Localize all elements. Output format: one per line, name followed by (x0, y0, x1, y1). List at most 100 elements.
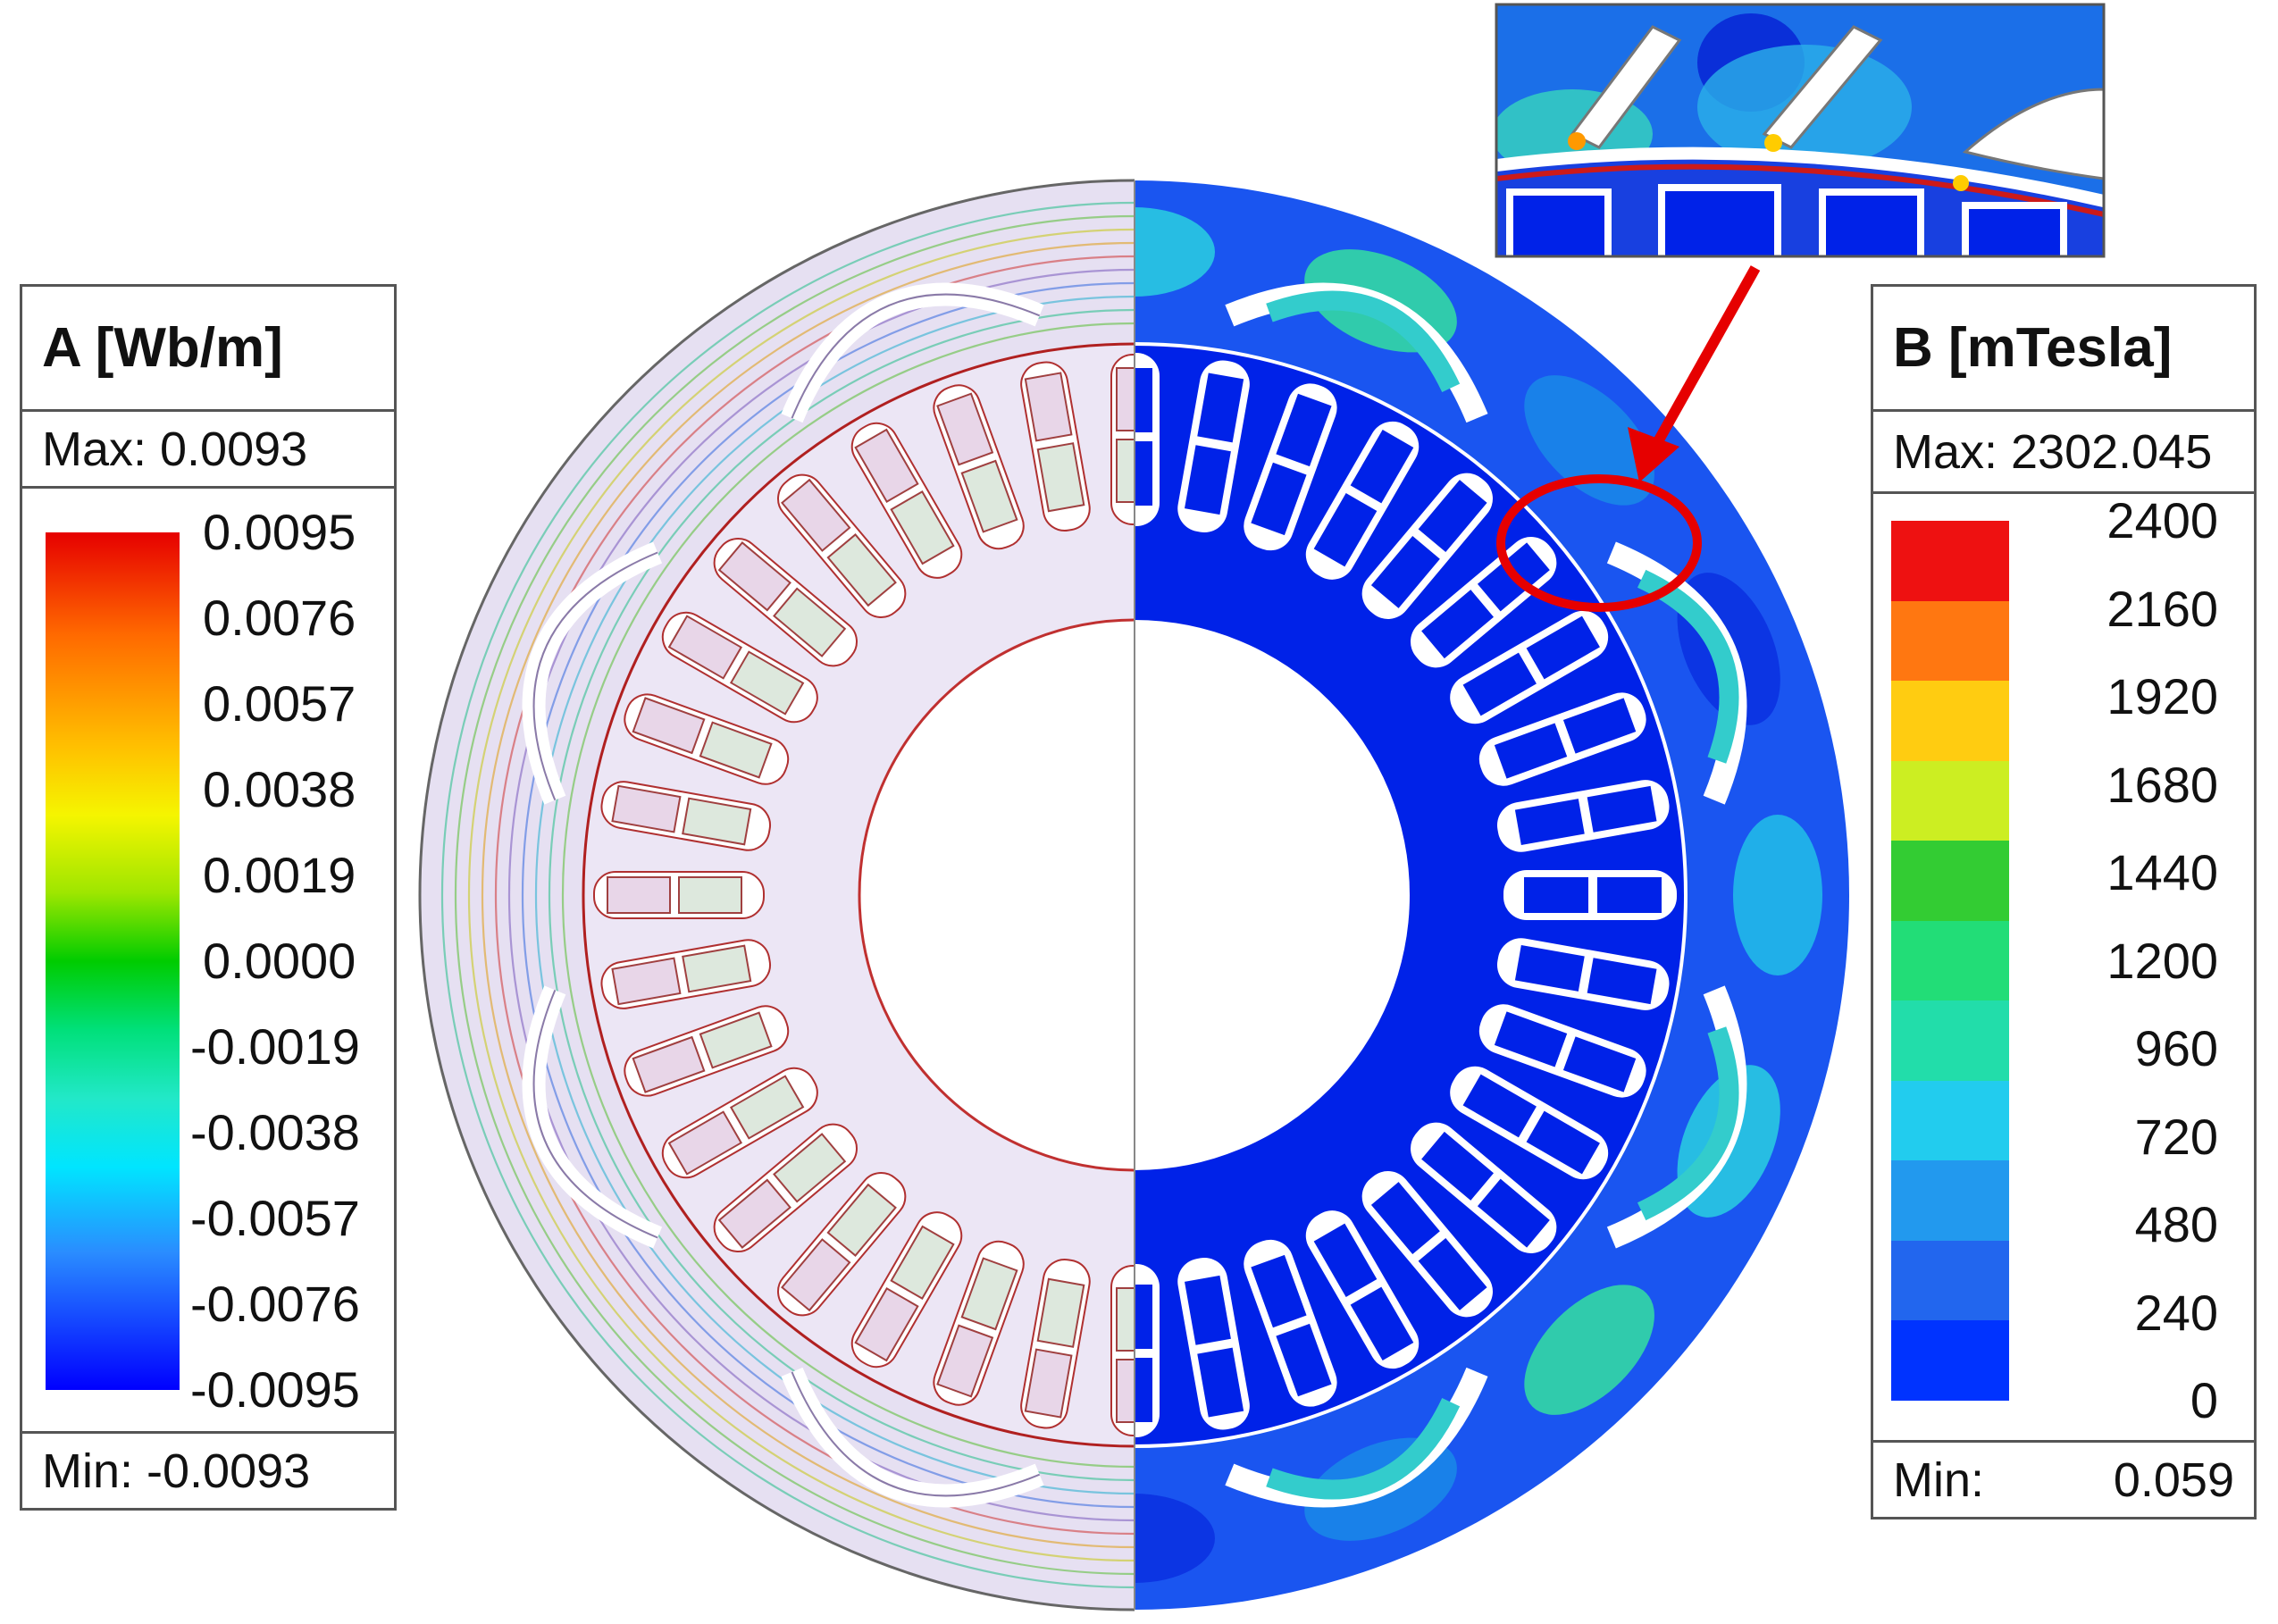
legend-min: Min: -0.0093 (22, 1431, 394, 1508)
rotor-slot (777, 1172, 907, 1317)
color-band (1891, 760, 2009, 841)
rotor-slot (1177, 1257, 1250, 1430)
field-patch (1135, 1494, 1215, 1583)
legend-tick: 240 (2134, 1284, 2218, 1341)
rotor-slot (1478, 1004, 1646, 1098)
rotor-slot (1496, 780, 1670, 852)
rotor-slot (593, 871, 765, 919)
legend-tick: 2400 (2106, 492, 2218, 548)
stator-winding (1606, 541, 1747, 805)
rotor-slot (850, 1211, 963, 1369)
rotor-slot (661, 1067, 818, 1179)
legend-max: Max: 2302.045 (1873, 412, 2254, 494)
legend-tick: 960 (2134, 1020, 2218, 1076)
rotor-slot (777, 473, 907, 618)
rotor-slot (850, 422, 963, 579)
legend-tick: 0.0076 (203, 590, 356, 646)
rotor-slot (1110, 1265, 1135, 1436)
zoom-inset (1495, 3, 2106, 258)
stator-winding (1225, 1367, 1488, 1508)
legend-tick: -0.0095 (190, 1361, 360, 1418)
flux-line (522, 282, 1135, 1508)
rotor-slot (933, 1240, 1025, 1406)
legend-tick: 0.0057 (203, 675, 356, 732)
rotor-slot (1020, 1258, 1091, 1429)
legend-tick: 0.0000 (203, 933, 356, 989)
flux-line (549, 309, 1135, 1481)
colorbar-gradient (46, 532, 180, 1390)
field-patch (1524, 375, 1654, 506)
zoom-callout (1496, 265, 1761, 612)
rotor-slot (1135, 353, 1160, 526)
legend-tick: 0.0019 (203, 847, 356, 903)
color-band (1891, 1000, 2009, 1081)
rotor-slot (1503, 870, 1677, 920)
legend-tick: 0.0038 (203, 761, 356, 817)
rotor-slot (1305, 1210, 1420, 1369)
legend-min-value: 0.059 (2113, 1452, 2234, 1507)
color-band (1891, 1080, 2009, 1161)
flux-line (495, 255, 1135, 1535)
legend-min-prefix: Min: (1893, 1452, 1985, 1507)
color-band (1891, 920, 2009, 1001)
flux-line (562, 322, 1135, 1468)
rotor-slot (624, 1005, 790, 1097)
legend-tick: 480 (2134, 1196, 2218, 1252)
color-band (1891, 841, 2009, 921)
color-band (1891, 521, 2009, 601)
legend-tick: 720 (2134, 1108, 2218, 1165)
highlight-ellipse (1496, 474, 1702, 612)
legend-title: B [mTesla] (1873, 287, 2254, 412)
rotor-slot (933, 384, 1025, 550)
rotor-slot (600, 939, 772, 1009)
rotor-slot (661, 611, 818, 724)
flux-line (468, 229, 1135, 1561)
rotor-slot (1496, 938, 1670, 1010)
rotor-slot (1361, 473, 1493, 619)
rotor-slot (624, 693, 790, 785)
rotor-slot (1361, 1171, 1493, 1318)
flux-density-legend: B [mTesla] Max: 2302.045 2400 2160 1920 168… (1871, 284, 2257, 1519)
legend-tick: -0.0038 (190, 1104, 360, 1160)
stator-winding (522, 541, 663, 805)
rotor-slot (600, 781, 772, 851)
color-band (1891, 681, 2009, 761)
rotor-slot (713, 1123, 858, 1252)
legend-tick: -0.0019 (190, 1018, 360, 1075)
legend-tick: 0.0095 (203, 504, 356, 560)
flux-density-half (1135, 180, 1849, 1610)
legend-max: Max: 0.0093 (22, 412, 394, 489)
flux-line (508, 269, 1135, 1521)
rotor-slot (1244, 1239, 1337, 1407)
field-patch (1135, 207, 1215, 297)
rotor-slot (1135, 1264, 1160, 1437)
legend-tick: -0.0057 (190, 1190, 360, 1246)
stator-winding (781, 1367, 1044, 1508)
flux-line (441, 202, 1135, 1588)
legend-tick: 1680 (2106, 756, 2218, 813)
field-patch (1733, 815, 1822, 975)
legend-tick: -0.0076 (190, 1276, 360, 1332)
legend-tick: 1200 (2106, 932, 2218, 989)
legend-title: A [Wb/m] (22, 287, 394, 412)
stator-winding (781, 282, 1044, 423)
field-patch (1524, 1285, 1654, 1415)
flux-line-half (418, 179, 1135, 1611)
flux-line (482, 242, 1135, 1548)
color-band (1891, 1160, 2009, 1241)
flux-line (535, 296, 1135, 1494)
rotor-slot (1450, 1066, 1609, 1180)
rotor-slot (1110, 354, 1135, 525)
rotor-slot (1305, 421, 1420, 580)
flux-line (455, 215, 1135, 1575)
color-band (1891, 600, 2009, 682)
rotor-slot (1450, 610, 1609, 724)
rotor-slot (1478, 692, 1646, 786)
legend-tick: 0 (2190, 1372, 2218, 1428)
rotor-slot (1020, 361, 1091, 532)
stator-winding (522, 985, 663, 1249)
legend-tick: 1440 (2106, 844, 2218, 900)
legend-tick: 1920 (2106, 668, 2218, 724)
colorbar-bands (1891, 521, 2009, 1402)
